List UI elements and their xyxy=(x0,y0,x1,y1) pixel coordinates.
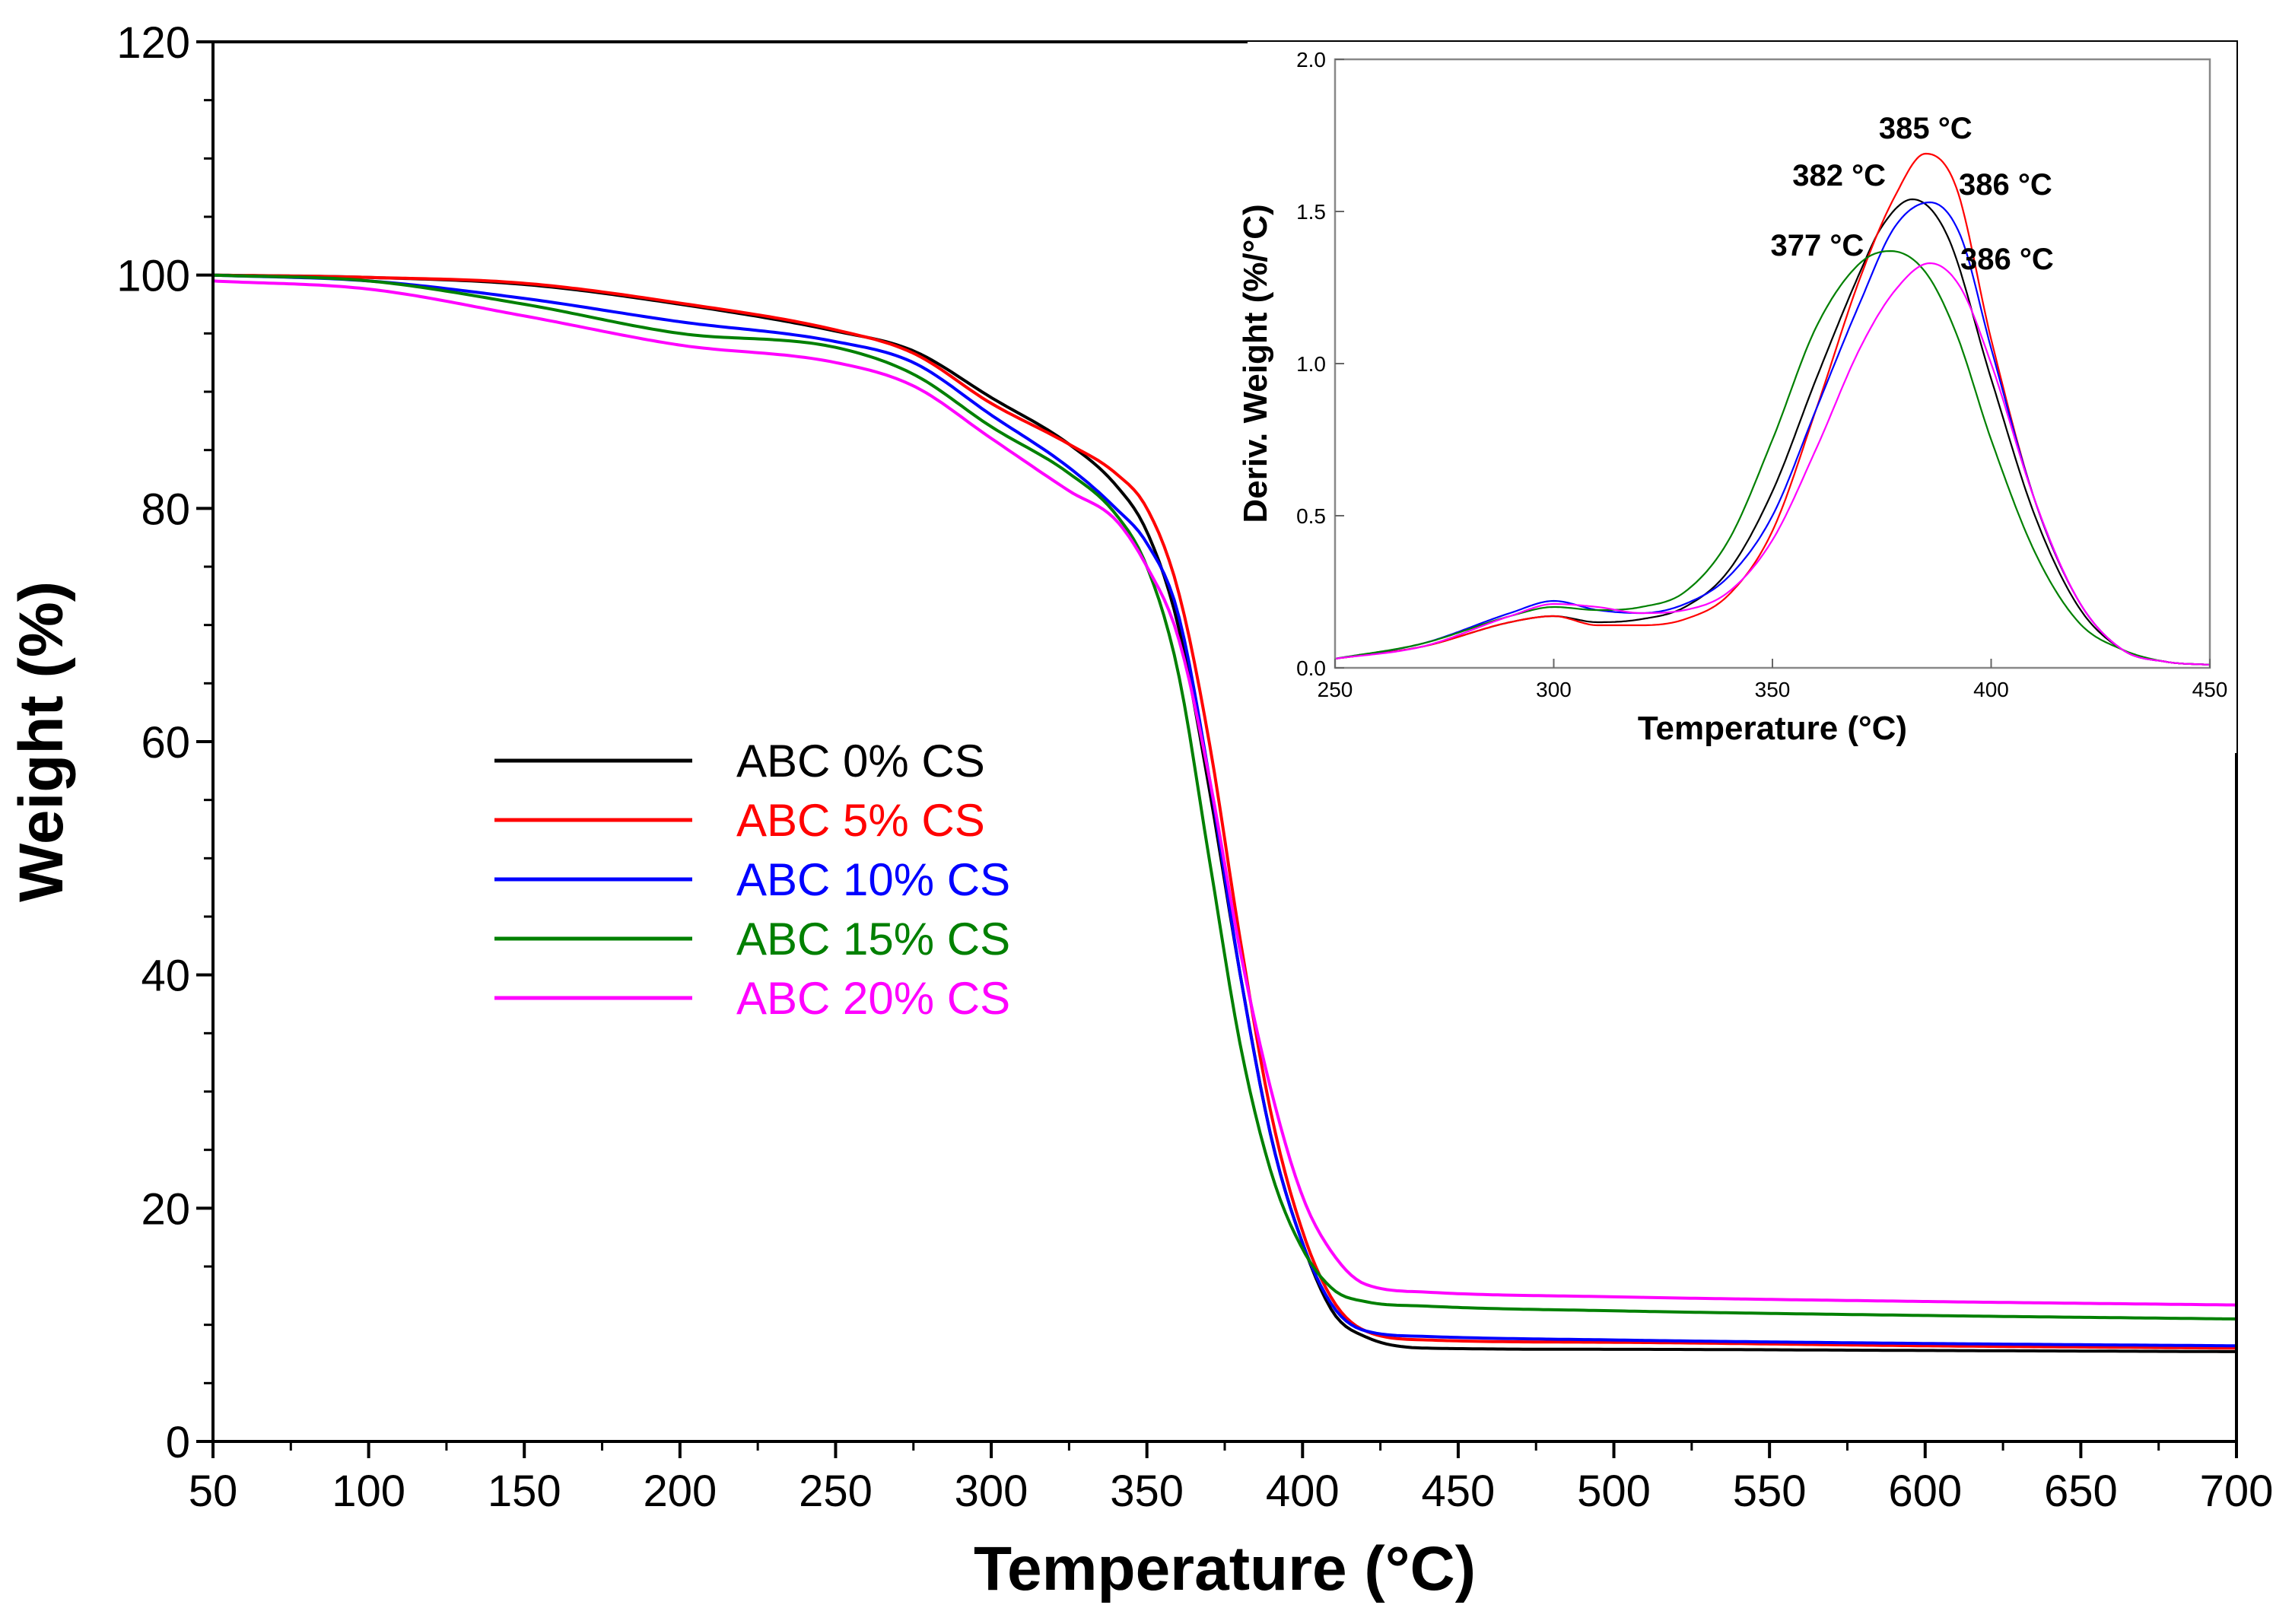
main-y-tick-label: 20 xyxy=(141,1184,190,1234)
inset-series-lines xyxy=(1334,152,2211,666)
main-x-tick-label: 450 xyxy=(1422,1467,1496,1516)
inset-y-axis-title: Deriv. Weight (%/°C) xyxy=(1237,204,1274,523)
inset-y-tick-label: 0.5 xyxy=(1296,504,1326,528)
peak-annotation: 385 °C xyxy=(1879,112,1973,145)
inset-x-tick-label: 450 xyxy=(2192,678,2228,701)
inset-series-line-3 xyxy=(1334,249,2211,666)
peak-annotation: 386 °C xyxy=(1960,243,2054,276)
inset-x-ticks: 250 300 350 400 450 xyxy=(1318,659,2228,701)
main-y-ticks: 0 20 40 60 80 100 120 xyxy=(116,18,213,1467)
main-y-tick-label: 100 xyxy=(116,252,190,301)
main-plot: 50 100 150 200 250 300 350 400 450 500 550 600 650 70… xyxy=(7,18,2273,1603)
main-y-tick-label: 80 xyxy=(141,485,190,534)
main-x-ticks: 50 100 150 200 250 300 350 400 450 500 550 600 650 70… xyxy=(189,1441,2274,1516)
main-series-line-2 xyxy=(212,273,2237,1348)
peak-annotation: 382 °C xyxy=(1792,159,1886,192)
main-x-tick-label: 500 xyxy=(1577,1467,1651,1516)
main-y-axis-title: Weight (%) xyxy=(7,581,76,902)
inset-y-tick-label: 0.0 xyxy=(1296,656,1326,680)
main-x-tick-label: 300 xyxy=(955,1467,1028,1516)
main-series-line-1 xyxy=(212,273,2236,1350)
main-x-tick-label: 100 xyxy=(332,1467,405,1516)
legend-label: ABC 15% CS xyxy=(736,914,1010,965)
main-x-axis-title: Temperature (°C) xyxy=(974,1534,1476,1603)
main-y-tick-label: 40 xyxy=(141,952,190,1001)
inset-y-ticks: 0.0 0.5 1.0 1.5 2.0 xyxy=(1296,48,1344,680)
main-y-tick-label: 60 xyxy=(141,718,190,768)
legend-label: ABC 10% CS xyxy=(736,854,1010,905)
main-series-lines xyxy=(212,273,2237,1353)
main-x-tick-label: 200 xyxy=(643,1467,717,1516)
inset-y-tick-label: 1.5 xyxy=(1296,200,1326,224)
inset-x-tick-label: 350 xyxy=(1755,678,1791,701)
legend-label: ABC 20% CS xyxy=(736,973,1010,1024)
inset-x-axis-title: Temperature (°C) xyxy=(1638,710,1907,747)
legend: ABC 0% CS ABC 5% CS ABC 10% CS ABC 15% CS AB… xyxy=(494,736,1010,1024)
inset-y-tick-label: 1.0 xyxy=(1296,352,1326,376)
main-y-tick-label: 120 xyxy=(116,18,190,68)
main-x-tick-label: 350 xyxy=(1110,1467,1184,1516)
main-x-tick-label: 150 xyxy=(488,1467,561,1516)
legend-label: ABC 0% CS xyxy=(736,736,985,787)
main-x-tick-label: 50 xyxy=(189,1467,238,1516)
inset-x-tick-label: 300 xyxy=(1536,678,1572,701)
main-y-tick-label: 0 xyxy=(166,1418,190,1467)
inset-background xyxy=(1248,42,2236,753)
main-x-tick-label: 650 xyxy=(2044,1467,2118,1516)
main-x-tick-label: 550 xyxy=(1733,1467,1807,1516)
peak-annotation: 386 °C xyxy=(1959,168,2052,202)
inset-series-line-4 xyxy=(1334,262,2211,666)
legend-label: ABC 5% CS xyxy=(736,795,985,846)
main-x-tick-label: 400 xyxy=(1266,1467,1340,1516)
inset-y-tick-label: 2.0 xyxy=(1296,48,1326,72)
peak-annotation: 377 °C xyxy=(1771,229,1864,262)
main-x-tick-label: 700 xyxy=(2200,1467,2274,1516)
main-series-line-3 xyxy=(212,273,2237,1320)
main-series-line-4 xyxy=(212,279,2237,1307)
main-x-tick-label: 250 xyxy=(799,1467,873,1516)
inset-peak-annotations: 385 °C 382 °C 386 °C 377 °C 386 °C xyxy=(1771,112,2054,276)
inset-plot: 250 300 350 400 450 0.0 0.5 1.0 1.5 2.0 Temperat… xyxy=(1237,42,2236,753)
inset-x-tick-label: 250 xyxy=(1318,678,1353,701)
inset-x-tick-label: 400 xyxy=(1973,678,2009,701)
main-x-tick-label: 600 xyxy=(1888,1467,1962,1516)
